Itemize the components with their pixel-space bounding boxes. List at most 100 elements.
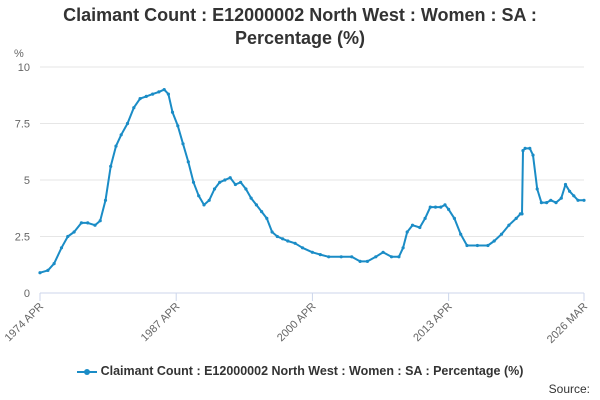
data-point xyxy=(300,246,305,250)
source-label: Source: xyxy=(548,382,590,396)
data-point xyxy=(293,241,297,245)
data-point xyxy=(418,225,422,230)
data-point xyxy=(228,176,232,180)
y-axis-unit: % xyxy=(14,48,24,60)
data-point xyxy=(428,205,432,209)
data-point xyxy=(514,216,518,220)
data-point xyxy=(233,182,237,187)
y-axis-ticks: 0 2.5 5 7.5 10% xyxy=(14,48,30,300)
data-point xyxy=(572,194,576,198)
data-point xyxy=(439,205,443,209)
data-point xyxy=(554,201,558,205)
data-point xyxy=(286,239,290,243)
data-point xyxy=(170,110,175,114)
data-point xyxy=(389,255,394,259)
data-point xyxy=(176,124,180,128)
data-point xyxy=(270,230,274,234)
data-point xyxy=(38,271,42,275)
data-point xyxy=(186,160,190,164)
data-point xyxy=(114,144,118,148)
data-point xyxy=(520,212,524,216)
data-point xyxy=(79,221,83,225)
data-point xyxy=(181,142,185,146)
data-point xyxy=(86,221,90,225)
data-point xyxy=(218,180,222,184)
data-point xyxy=(191,180,196,184)
data-point xyxy=(465,243,469,248)
data-point xyxy=(239,180,243,184)
data-point xyxy=(197,194,201,198)
data-point xyxy=(539,201,544,205)
y-tick-label: 0 xyxy=(24,288,30,300)
data-point xyxy=(265,216,269,220)
data-point xyxy=(576,198,580,202)
data-point xyxy=(521,149,525,153)
data-point xyxy=(162,88,166,92)
series-line xyxy=(39,88,584,274)
data-point xyxy=(119,133,123,137)
data-point xyxy=(492,239,496,243)
y-tick-label: 2.5 xyxy=(15,232,30,244)
data-point xyxy=(535,187,539,191)
data-point xyxy=(93,223,97,227)
y-tick-label: 10 xyxy=(18,62,30,74)
data-point xyxy=(52,262,56,266)
data-point xyxy=(350,255,354,259)
x-tick-label: 1987 APR xyxy=(139,301,183,345)
data-point xyxy=(109,164,113,168)
data-point xyxy=(260,210,264,214)
data-point xyxy=(397,255,401,259)
data-point xyxy=(459,232,463,236)
data-point xyxy=(125,121,130,126)
data-point xyxy=(499,232,504,236)
data-point xyxy=(433,205,438,209)
data-point xyxy=(244,187,248,191)
data-point xyxy=(59,246,64,250)
x-tick-label: 1974 APR xyxy=(3,301,47,345)
y-tick-label: 7.5 xyxy=(15,119,30,131)
data-point xyxy=(103,198,108,202)
data-point xyxy=(549,198,553,202)
data-point xyxy=(401,246,405,250)
data-point xyxy=(545,201,549,205)
data-point xyxy=(339,255,343,259)
data-point xyxy=(281,237,285,241)
data-point xyxy=(66,234,70,239)
data-point xyxy=(249,196,253,200)
data-point xyxy=(410,223,415,227)
data-point xyxy=(475,243,479,248)
y-tick-label: 5 xyxy=(24,175,30,187)
data-point xyxy=(132,106,136,110)
series-layer xyxy=(38,88,586,275)
data-point xyxy=(207,198,211,202)
data-point xyxy=(568,189,572,193)
data-point xyxy=(447,207,451,211)
data-point xyxy=(531,153,535,157)
data-point xyxy=(202,203,206,207)
x-tick-label: 2013 APR xyxy=(411,301,455,345)
data-point xyxy=(559,196,563,200)
data-point xyxy=(507,223,511,227)
data-point xyxy=(212,187,217,191)
data-point xyxy=(151,92,155,96)
data-point xyxy=(98,219,102,223)
gridlines xyxy=(40,66,584,237)
data-point xyxy=(138,97,142,101)
data-point xyxy=(327,255,331,259)
data-point xyxy=(486,243,490,248)
legend[interactable]: Claimant Count : E12000002 North West : … xyxy=(0,364,600,378)
data-point xyxy=(582,198,586,202)
data-point xyxy=(381,250,385,254)
legend-swatch xyxy=(76,367,97,377)
data-point xyxy=(443,203,447,207)
data-point xyxy=(528,146,532,150)
data-point xyxy=(563,182,568,187)
data-point xyxy=(254,203,258,207)
x-tick-label: 2026 MAR xyxy=(545,301,590,346)
data-point xyxy=(72,230,76,234)
data-point xyxy=(523,146,527,150)
x-axis-ticks: 1974 APR 1987 APR 2000 APR 2013 APR 2026 MAR xyxy=(3,293,590,346)
data-point xyxy=(310,250,314,254)
data-point xyxy=(223,178,227,182)
